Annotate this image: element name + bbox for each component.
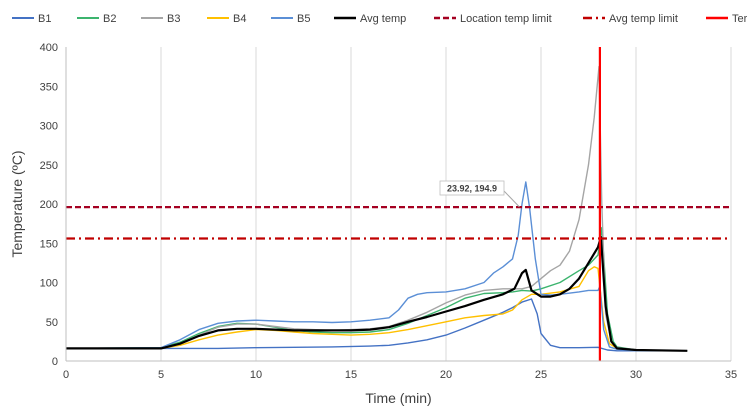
x-axis-title: Time (min) [365, 390, 431, 406]
x-tick-label: 30 [630, 369, 642, 381]
series-line-avg-temp [66, 235, 688, 352]
legend-label-b2: B2 [103, 13, 116, 25]
legend-label-avg-temp: Avg temp [360, 13, 406, 25]
legend-label-avg-temp-limit: Avg temp limit [609, 13, 678, 25]
series-line-b2 [65, 226, 688, 352]
y-tick-label: 50 [46, 317, 58, 329]
annotation-label: 23.92, 194.9 [447, 184, 497, 194]
x-tick-label: 5 [158, 369, 164, 381]
annotation-box [439, 180, 505, 196]
series-line-b1 [66, 298, 688, 352]
legend-label-b5: B5 [297, 13, 310, 25]
x-tick-label: 35 [725, 369, 737, 381]
legend-label-location-temp-limit: Location temp limit [460, 13, 552, 25]
y-tick-label: 300 [40, 121, 58, 133]
gridlines [160, 47, 732, 361]
legend-label-b4: B4 [233, 13, 246, 25]
legend: B1 B2 B3 B4 B5 Avg temp Location temp limit Avg… [12, 13, 747, 25]
y-axis-title: Temperature (ºC) [9, 150, 25, 257]
y-tick-label: 250 [40, 160, 58, 172]
series-line-b3 [66, 65, 688, 352]
y-tick-label: 400 [40, 42, 58, 54]
y-tick-label: 0 [52, 356, 58, 368]
x-tick-label: 25 [535, 369, 547, 381]
legend-label-terminated-time: Terminated time [732, 13, 747, 25]
series-line-b4 [66, 266, 688, 352]
legend-label-b1: B1 [38, 13, 51, 25]
x-tick-label: 0 [63, 369, 69, 381]
y-tick-label: 150 [40, 238, 58, 250]
series-line-b5 [65, 181, 688, 352]
legend-label-b3: B3 [167, 13, 180, 25]
x-tick-label: 15 [345, 369, 357, 381]
plot-area: 23.92, 194.9 [65, 47, 731, 361]
x-tick-label: 20 [440, 369, 452, 381]
x-tick-label: 10 [250, 369, 262, 381]
y-tick-label: 100 [40, 278, 58, 290]
annotation-leader [503, 190, 520, 208]
y-tick-label: 350 [40, 81, 58, 93]
y-tick-label: 200 [40, 199, 58, 211]
